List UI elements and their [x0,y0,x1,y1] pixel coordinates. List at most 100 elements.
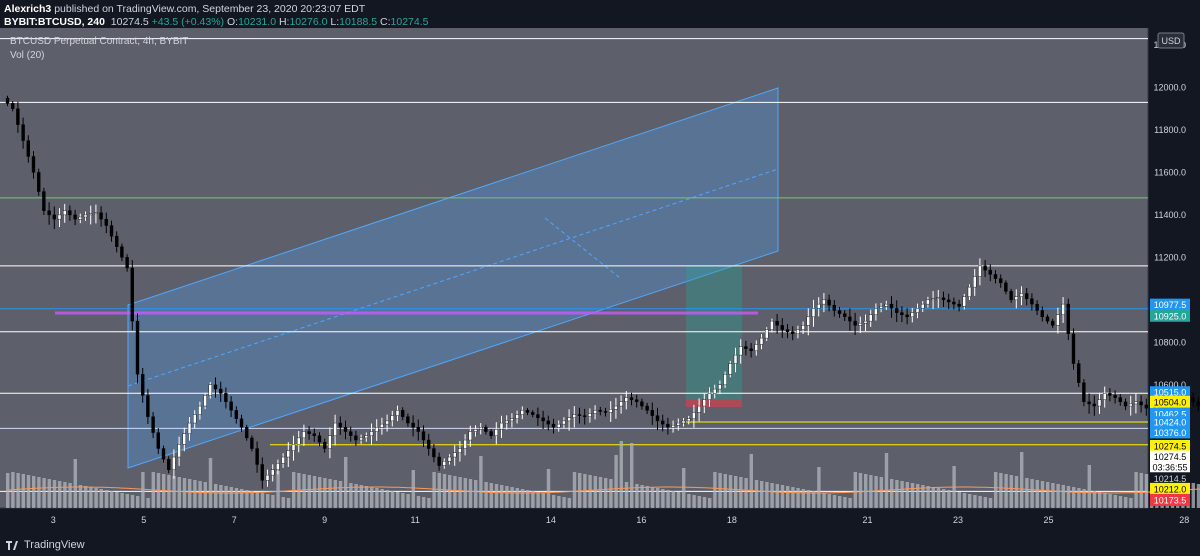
candle[interactable] [1030,293,1034,311]
candle[interactable] [718,380,722,395]
candle[interactable] [583,408,587,425]
candle[interactable] [723,371,727,388]
candle[interactable] [369,423,374,446]
candle[interactable] [182,427,187,452]
candle[interactable] [432,444,436,463]
candle[interactable] [323,438,327,453]
candle[interactable] [1004,280,1008,295]
candle[interactable] [489,428,493,439]
candle[interactable] [671,420,675,433]
candle[interactable] [1024,287,1029,306]
candle[interactable] [770,318,774,333]
candle[interactable] [531,410,535,418]
candle[interactable] [780,318,784,338]
candle[interactable] [307,426,311,440]
candle[interactable] [1134,393,1138,414]
candle[interactable] [1097,392,1102,414]
candle[interactable] [754,340,758,356]
candle[interactable] [385,414,389,432]
candle[interactable] [281,453,285,468]
candle[interactable] [494,422,498,445]
candle[interactable] [541,410,545,430]
candle[interactable] [437,452,441,471]
candle[interactable] [609,401,613,422]
candle[interactable] [791,326,795,341]
candle[interactable] [863,314,868,331]
candle[interactable] [889,296,894,318]
candle[interactable] [1108,388,1112,402]
candle[interactable] [1191,392,1195,408]
candle[interactable] [390,410,394,427]
candle[interactable] [525,408,530,416]
candle[interactable] [692,404,696,428]
candle[interactable] [739,339,743,364]
candle[interactable] [1076,359,1081,388]
candle[interactable] [941,291,946,307]
candle[interactable] [1061,297,1065,323]
candle[interactable] [614,397,618,419]
candle[interactable] [120,243,124,262]
candle[interactable] [983,260,987,277]
author-name[interactable]: Alexrich3 [4,3,52,15]
price-chart[interactable]: 12200.012000.011800.011600.011400.011200… [0,28,1200,536]
candle[interactable] [260,457,264,489]
candle[interactable] [203,392,207,410]
currency-badge[interactable] [1157,32,1185,49]
candle[interactable] [166,456,171,474]
candle[interactable] [640,398,644,410]
candle[interactable] [973,268,977,296]
candle[interactable] [557,420,561,432]
candle[interactable] [109,220,114,242]
candle[interactable] [910,307,914,323]
horizontal-levels[interactable] [0,38,1148,492]
candle[interactable] [442,458,446,469]
candle[interactable] [291,435,296,461]
candle[interactable] [915,303,920,319]
candle[interactable] [988,264,992,282]
candle[interactable] [208,382,213,399]
candle[interactable] [37,168,41,196]
candle[interactable] [843,310,847,322]
candle[interactable] [312,428,316,442]
candle[interactable] [192,410,197,429]
candle[interactable] [52,206,56,229]
candle[interactable] [265,469,270,487]
regression-channel[interactable] [127,87,779,469]
candle[interactable] [1128,395,1133,416]
candle[interactable] [1102,386,1107,408]
candle[interactable] [827,294,831,312]
candle[interactable] [234,406,239,424]
candle[interactable] [822,292,826,313]
candle[interactable] [63,203,67,223]
candle[interactable] [364,432,368,442]
candle[interactable] [47,202,51,225]
candle[interactable] [1139,395,1143,413]
candle[interactable] [21,117,25,149]
candle[interactable] [562,417,566,429]
candle[interactable] [796,325,800,339]
candle[interactable] [135,313,140,384]
candle[interactable] [73,209,77,226]
candle[interactable] [1144,398,1149,416]
candle[interactable] [1019,286,1024,306]
candle[interactable] [858,316,862,334]
candle[interactable] [811,299,816,327]
candle[interactable] [359,434,363,444]
candle[interactable] [218,381,223,402]
candle[interactable] [10,101,15,112]
long-position-profit-zone[interactable] [686,266,742,400]
candle[interactable] [172,449,176,479]
candle[interactable] [536,407,540,426]
candle[interactable] [806,308,810,336]
candle[interactable] [1123,398,1128,411]
trend-dash-line[interactable] [544,217,621,279]
candle[interactable] [931,291,935,309]
candle[interactable] [744,340,748,356]
candle[interactable] [130,260,135,331]
candle[interactable] [198,401,202,420]
candle[interactable] [213,377,218,398]
candle[interactable] [749,342,753,358]
candle[interactable] [94,204,98,224]
candle[interactable] [733,347,738,373]
candle[interactable] [921,301,925,312]
